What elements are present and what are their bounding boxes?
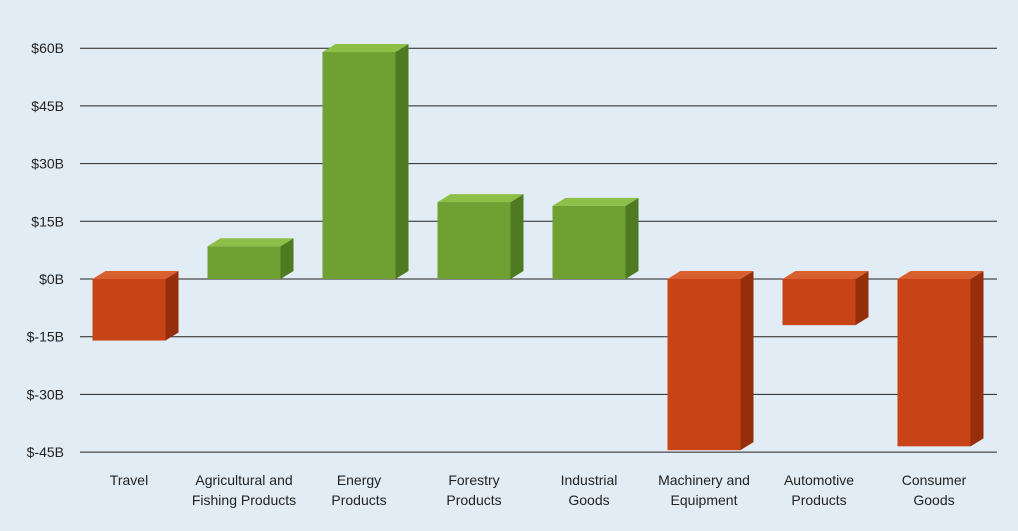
x-category-label: Travel (110, 472, 148, 488)
bar-side-face (740, 271, 754, 451)
x-category-label: Energy Products (331, 472, 386, 508)
x-category-label-line: Machinery and (658, 472, 750, 488)
bar-front-face (322, 52, 396, 279)
y-tick-label: $-15B (27, 329, 64, 345)
bar-front-face (667, 279, 741, 451)
bar-side-face (625, 197, 639, 279)
bar (92, 271, 179, 341)
bar-side-face (855, 271, 869, 326)
bar-top-face (667, 271, 754, 279)
x-axis-category-labels: Travel Agricultural and Fishing Products En… (110, 472, 967, 508)
x-category-label: Automotive Products (784, 472, 854, 508)
bar-top-face (322, 44, 409, 53)
gridlines (80, 47, 997, 453)
bar (207, 238, 294, 279)
bar (437, 194, 524, 279)
x-category-label-line: Products (791, 492, 846, 508)
x-category-label-line: Agricultural and (195, 472, 292, 488)
bar-side-face (280, 238, 294, 279)
x-category-label-line: Products (331, 492, 386, 508)
y-tick-label: $0B (39, 271, 64, 287)
x-category-label: Industrial Goods (561, 472, 618, 508)
y-axis-tick-labels: $60B $45B $30B $15B $0B $-15B $-30B $-45B (27, 40, 64, 460)
x-category-label-line: Travel (110, 472, 148, 488)
y-tick-label: $-30B (27, 386, 64, 402)
bars (92, 44, 984, 451)
bar (782, 271, 869, 326)
bar (322, 44, 409, 279)
bar-side-face (510, 194, 524, 279)
bar-side-face (165, 271, 179, 341)
x-category-label: Consumer Goods (902, 472, 967, 508)
y-tick-label: $45B (31, 98, 64, 114)
bar-top-face (92, 271, 179, 279)
x-category-label-line: Equipment (671, 492, 738, 508)
bar-front-face (92, 279, 166, 341)
x-category-label-line: Products (446, 492, 501, 508)
bar-top-face (782, 271, 869, 279)
bar-top-face (552, 197, 639, 206)
bar-side-face (970, 271, 984, 447)
x-category-label-line: Automotive (784, 472, 854, 488)
bar (897, 271, 984, 447)
bar-side-face (395, 44, 409, 279)
x-category-label-line: Industrial (561, 472, 618, 488)
bar-top-face (437, 194, 524, 203)
bar-front-face (552, 205, 626, 279)
y-tick-label: $30B (31, 156, 64, 172)
x-category-label-line: Forestry (448, 472, 499, 488)
bar-top-face (207, 238, 294, 247)
x-category-label-line: Goods (913, 492, 954, 508)
y-tick-label: $15B (31, 213, 64, 229)
x-category-label: Machinery and Equipment (658, 472, 750, 508)
y-tick-label: $60B (31, 40, 64, 56)
bar (667, 271, 754, 451)
bar-front-face (782, 279, 856, 326)
bar (552, 197, 639, 279)
bar-top-face (897, 271, 984, 279)
bar-front-face (437, 202, 511, 279)
x-category-label-line: Fishing Products (192, 492, 296, 508)
x-category-label: Forestry Products (446, 472, 501, 508)
bar-front-face (897, 279, 971, 447)
x-category-label-line: Goods (568, 492, 609, 508)
x-category-label-line: Energy (337, 472, 381, 488)
y-tick-label: $-45B (27, 444, 64, 460)
x-category-label-line: Consumer (902, 472, 967, 488)
x-category-label: Agricultural and Fishing Products (192, 472, 296, 508)
bar-front-face (207, 246, 281, 279)
